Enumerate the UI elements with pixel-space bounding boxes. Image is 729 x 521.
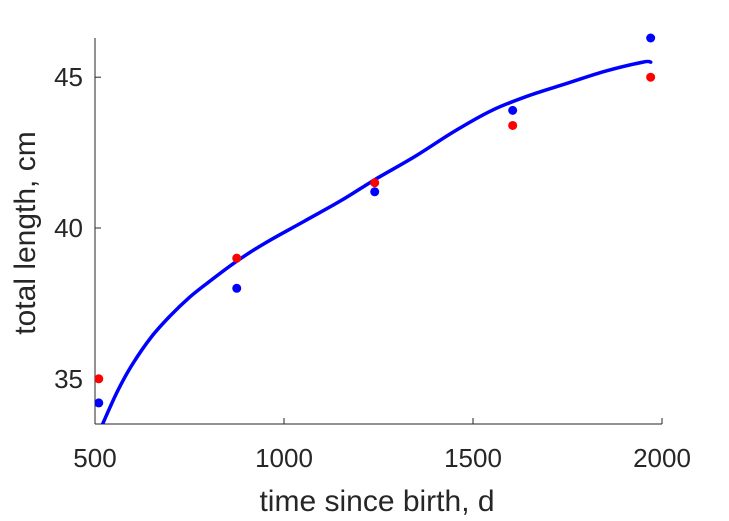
y-tick-label: 45 — [54, 62, 83, 92]
blue-data-point — [232, 283, 242, 293]
ticks: 500 1000 1500 2000 35 40 45 — [54, 62, 691, 473]
fit-curve — [100, 59, 653, 424]
red-data-point — [370, 178, 380, 188]
red-data-point — [232, 253, 242, 263]
y-tick-label: 40 — [54, 213, 83, 243]
x-tick-label: 500 — [73, 443, 116, 473]
plot-area — [95, 33, 656, 424]
red-data-point — [95, 374, 104, 384]
x-axis-label: time since birth, d — [259, 485, 494, 518]
y-axis-label: total length, cm — [9, 131, 42, 334]
x-tick-label: 2000 — [633, 443, 691, 473]
blue-data-point — [95, 398, 104, 408]
red-data-point — [646, 72, 656, 82]
y-tick-label: 35 — [54, 364, 83, 394]
x-tick-label: 1000 — [255, 443, 313, 473]
blue-data-point — [370, 187, 380, 197]
blue-data-point — [508, 105, 518, 115]
red-data-point — [508, 120, 518, 130]
x-tick-label: 1500 — [444, 443, 502, 473]
axes — [94, 38, 662, 425]
blue-data-point — [646, 33, 656, 43]
